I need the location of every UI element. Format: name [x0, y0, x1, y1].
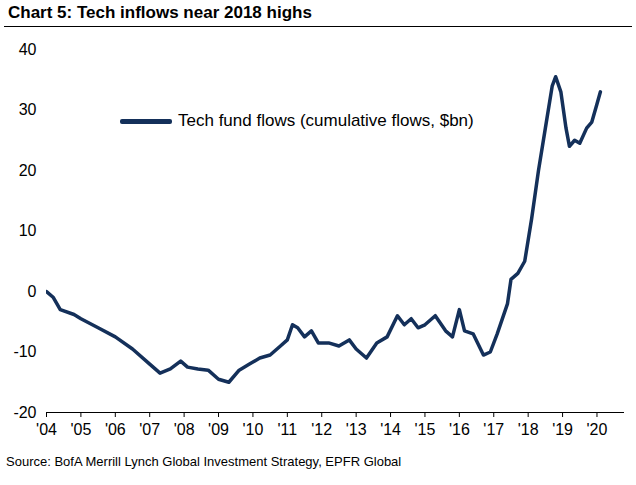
svg-text:20: 20	[19, 162, 37, 179]
svg-text:-20: -20	[13, 404, 36, 421]
html-text:Tech fund flows (cumulative fl: Tech fund flows (cumulative flows, $bn)	[178, 111, 474, 130]
svg-text:'08: '08	[174, 421, 195, 438]
svg-text:'10: '10	[242, 421, 263, 438]
svg-text:0: 0	[28, 283, 37, 300]
html-text:Source: BofA Merrill Lynch Glo: Source: BofA Merrill Lynch Global Invest…	[6, 454, 402, 469]
svg-text:10: 10	[19, 222, 37, 239]
svg-text:'19: '19	[552, 421, 573, 438]
svg-text:'14: '14	[380, 421, 401, 438]
svg-text:'11: '11	[277, 421, 297, 438]
svg-text:'04: '04	[36, 421, 57, 438]
svg-text:'07: '07	[139, 421, 160, 438]
svg-text:'17: '17	[483, 421, 504, 438]
svg-text:30: 30	[19, 101, 37, 118]
svg-text:'12: '12	[311, 421, 332, 438]
svg-text:'13: '13	[346, 421, 367, 438]
html-text:Chart 5: Tech inflows near 201: Chart 5: Tech inflows near 2018 highs	[8, 3, 312, 22]
svg-text:'16: '16	[449, 421, 470, 438]
svg-text:'06: '06	[105, 421, 126, 438]
svg-text:'18: '18	[518, 421, 539, 438]
svg-text:'09: '09	[208, 421, 229, 438]
svg-text:'20: '20	[587, 421, 608, 438]
svg-text:40: 40	[19, 41, 37, 58]
svg-text:'15: '15	[415, 421, 436, 438]
svg-text:-10: -10	[13, 343, 36, 360]
svg-text:'05: '05	[70, 421, 91, 438]
